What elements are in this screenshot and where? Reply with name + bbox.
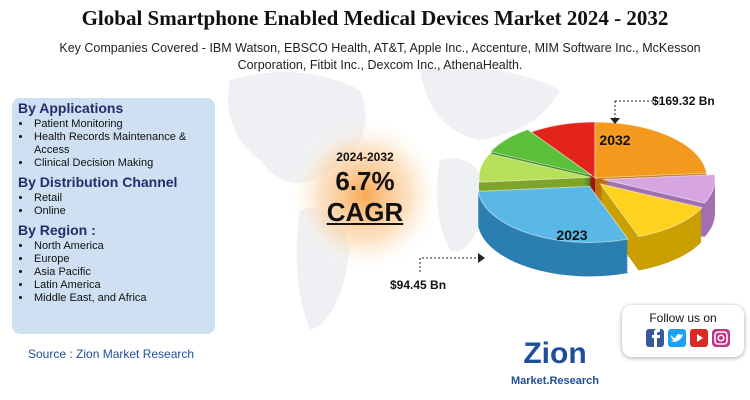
- segment-item: Europe: [32, 253, 215, 266]
- segment-item: Patient Monitoring: [32, 118, 215, 131]
- segment-list: RetailOnline: [18, 192, 215, 218]
- pointer: [419, 257, 478, 272]
- segment-section: By Applications Patient MonitoringHealth …: [18, 100, 215, 170]
- pie-slice: [478, 153, 592, 183]
- cagr-block: 2024-2032 6.7% CAGR: [300, 150, 430, 228]
- segment-list: Patient MonitoringHealth Records Mainten…: [18, 118, 215, 170]
- logo-tagline: Market.Research: [511, 375, 599, 387]
- start-year: 2023: [556, 227, 587, 243]
- segment-item: Asia Pacific: [32, 266, 215, 279]
- pie-slice: [599, 183, 703, 238]
- logo-name: Zion: [523, 337, 586, 370]
- segment-list: North AmericaEuropeAsia PacificLatin Ame…: [18, 240, 215, 305]
- pie-slice: [477, 185, 629, 243]
- pie-3d: [477, 121, 716, 277]
- pointer: [614, 100, 660, 118]
- segment-item: Retail: [32, 192, 215, 205]
- segment-heading: By Distribution Channel: [18, 174, 178, 190]
- cagr-period: 2024-2032: [336, 150, 394, 164]
- pie-slice: [594, 121, 708, 179]
- instagram-icon[interactable]: [712, 329, 730, 347]
- segment-item: North America: [32, 240, 215, 253]
- end-year: 2032: [599, 132, 630, 148]
- segments-panel: By Applications Patient MonitoringHealth …: [12, 98, 215, 334]
- segment-section: By Distribution Channel RetailOnline: [18, 174, 215, 218]
- follow-heading: Follow us on: [649, 311, 717, 325]
- segment-item: Online: [32, 205, 215, 218]
- cagr-rate: 6.7%: [335, 166, 395, 196]
- segment-item: Middle East, and Africa: [32, 292, 215, 305]
- segment-item: Clinical Decision Making: [32, 157, 215, 170]
- start-value: $94.45 Bn: [390, 278, 446, 292]
- arrow-head: [610, 118, 620, 124]
- pie-slice: [602, 173, 716, 204]
- title: Global Smartphone Enabled Medical Device…: [81, 6, 669, 30]
- source: Source : Zion Market Research: [28, 347, 195, 361]
- segment-section: By Region : North AmericaEuropeAsia Pacif…: [18, 222, 215, 305]
- segment-heading: By Region :: [18, 222, 96, 238]
- end-value: $169.32 Bn: [652, 94, 715, 108]
- social-box: Follow us on: [622, 305, 744, 357]
- social-icons: [646, 329, 730, 347]
- cagr-label: CAGR: [326, 197, 404, 227]
- pie-slice: [489, 128, 593, 176]
- arrow-head: [478, 253, 485, 263]
- segment-item: Health Records Maintenance & Access: [32, 131, 215, 157]
- segment-heading: By Applications: [18, 100, 124, 116]
- companies: Key Companies Covered - IBM Watson, EBSC…: [59, 41, 701, 72]
- segment-item: Latin America: [32, 279, 215, 292]
- cagr-glow: [287, 117, 443, 273]
